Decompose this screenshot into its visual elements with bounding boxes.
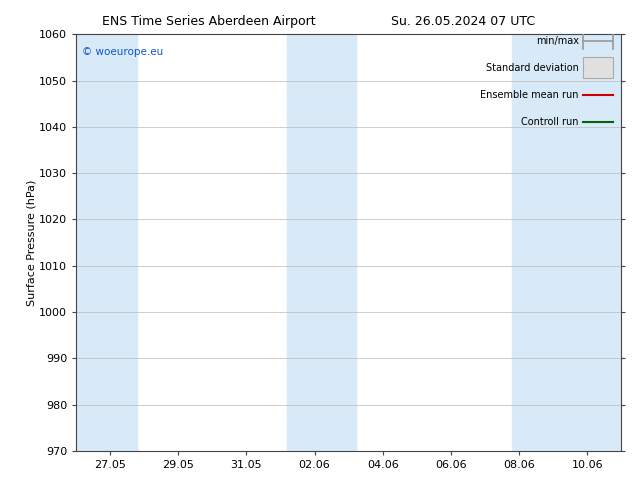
Text: ENS Time Series Aberdeen Airport: ENS Time Series Aberdeen Airport: [103, 15, 316, 28]
Text: Ensemble mean run: Ensemble mean run: [481, 90, 579, 99]
Text: Su. 26.05.2024 07 UTC: Su. 26.05.2024 07 UTC: [391, 15, 535, 28]
Text: Controll run: Controll run: [521, 117, 579, 127]
Bar: [512, 34, 621, 451]
Text: © woeurope.eu: © woeurope.eu: [82, 47, 163, 57]
Text: Standard deviation: Standard deviation: [486, 63, 579, 73]
Text: min/max: min/max: [536, 36, 579, 46]
Bar: [583, 57, 613, 78]
Y-axis label: Surface Pressure (hPa): Surface Pressure (hPa): [26, 179, 36, 306]
Bar: [76, 34, 138, 451]
Bar: [287, 34, 356, 451]
